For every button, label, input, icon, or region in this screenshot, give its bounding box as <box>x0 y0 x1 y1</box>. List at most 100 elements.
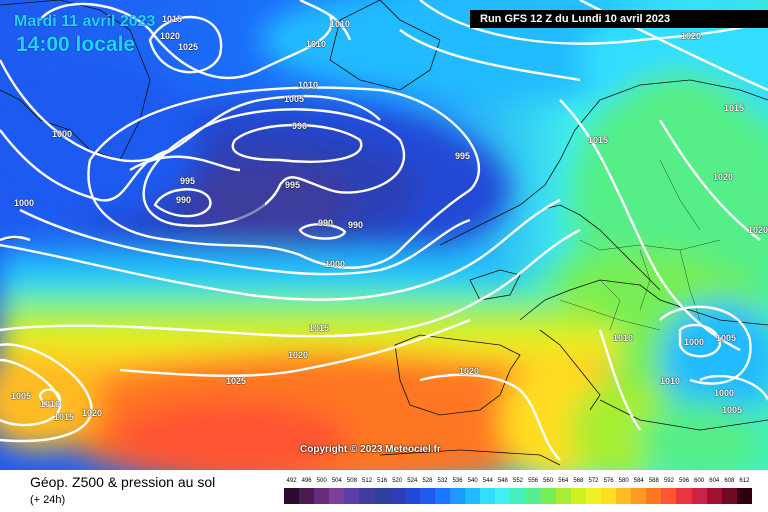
copyright: Copyright © 2023 Meteociel.fr <box>300 444 441 455</box>
isobar-label: 1010 <box>298 80 319 90</box>
scale-swatch <box>480 488 496 504</box>
forecast-date: Mardi 11 avril 2023 <box>14 13 156 30</box>
isobar-label: 1015 <box>54 412 75 422</box>
scale-labels: 492 496 500 504 508 512 516 520 524 528 532 536 540 5… <box>284 478 752 487</box>
scale-swatch <box>359 488 375 504</box>
isobar-label: 990 <box>292 121 308 131</box>
scale-label: 604 <box>709 478 720 484</box>
scale-swatch <box>465 488 481 504</box>
geopotential-fill <box>0 0 768 470</box>
isobar-label: 1010 <box>40 399 61 409</box>
scale-swatch <box>314 488 330 504</box>
scale-label: 584 <box>633 478 644 484</box>
isobar-label: 1000 <box>14 198 35 208</box>
scale-swatch <box>570 488 586 504</box>
scale-label: 492 <box>286 478 297 484</box>
isobar-label: 1025 <box>226 376 247 386</box>
scale-label: 592 <box>663 478 674 484</box>
scale-label: 608 <box>724 478 735 484</box>
scale-swatch <box>525 488 541 504</box>
isobar-label: 1005 <box>716 333 737 343</box>
scale-swatch <box>706 488 722 504</box>
isobar-label: 1025 <box>178 42 199 52</box>
scale-label: 504 <box>331 478 342 484</box>
scale-label: 576 <box>603 478 614 484</box>
scale-swatch <box>434 488 451 504</box>
scale-swatch <box>374 488 390 504</box>
scale-label: 600 <box>694 478 705 484</box>
isobars <box>0 0 768 460</box>
isobar-label: 995 <box>285 180 301 190</box>
isobar-label: 1010 <box>613 333 634 343</box>
isobar-label: 1015 <box>309 323 330 333</box>
coastlines <box>0 0 768 466</box>
scale-label: 560 <box>543 478 554 484</box>
isobar-label: 1015 <box>162 14 183 24</box>
scale-label: 552 <box>512 478 523 484</box>
scale-label: 520 <box>392 478 403 484</box>
weather-map <box>0 0 768 470</box>
scale-label: 516 <box>377 478 388 484</box>
scale-swatch <box>299 488 315 504</box>
borders <box>559 159 721 331</box>
isobar-label: 1020 <box>713 172 734 182</box>
scale-swatch <box>344 488 360 504</box>
isobar-label: 1005 <box>11 391 32 401</box>
scale-label: 580 <box>618 478 629 484</box>
scale-label: 544 <box>482 478 493 484</box>
isobar-label: 995 <box>455 151 471 161</box>
scale-bar <box>284 488 752 504</box>
isobar-label: 990 <box>348 220 364 230</box>
isobar-label: 1005 <box>284 94 305 104</box>
scale-swatch <box>419 488 435 504</box>
isobar-label: 990 <box>318 218 334 228</box>
scale-label: 612 <box>739 478 750 484</box>
scale-swatch <box>676 488 692 504</box>
isobar-label: 1020 <box>459 366 480 376</box>
scale-swatch <box>329 488 345 504</box>
scale-swatch <box>510 488 526 504</box>
isobar-label: 1000 <box>52 129 73 139</box>
scale-label: 508 <box>346 478 357 484</box>
scale-label: 572 <box>588 478 599 484</box>
isobar-label: 1015 <box>588 135 609 145</box>
scale-label: 588 <box>648 478 659 484</box>
isobar-label: 1010 <box>660 376 681 386</box>
footer-title: Géop. Z500 & pression au sol <box>30 474 216 490</box>
scale-swatch <box>691 488 707 504</box>
scale-swatch <box>736 488 752 504</box>
isobar-label: 1020 <box>288 350 309 360</box>
scale-label: 596 <box>679 478 690 484</box>
isobar-label: 1000 <box>325 259 346 269</box>
scale-swatch <box>631 488 647 504</box>
scale-swatch <box>450 488 466 504</box>
scale-label: 548 <box>497 478 508 484</box>
footer-subtitle: (+ 24h) <box>30 494 66 506</box>
scale-label: 524 <box>407 478 418 484</box>
forecast-time: 14:00 locale <box>16 33 136 56</box>
scale-swatch <box>555 488 571 504</box>
scale-swatch <box>404 488 420 504</box>
isobar-label: 1000 <box>684 337 705 347</box>
isobar-label: 1020 <box>82 408 103 418</box>
scale-swatch <box>646 488 662 504</box>
scale-label: 556 <box>528 478 539 484</box>
scale-swatch <box>540 488 556 504</box>
isobar-label: 1020 <box>160 31 181 41</box>
scale-label: 496 <box>301 478 312 484</box>
scale-label: 536 <box>452 478 463 484</box>
scale-label: 528 <box>422 478 433 484</box>
run-info: Run GFS 12 Z du Lundi 10 avril 2023 <box>470 10 768 28</box>
scale-swatch <box>721 488 737 504</box>
isobar-label: 1015 <box>724 103 745 113</box>
isobar-label: 1000 <box>714 388 735 398</box>
scale-label: 540 <box>467 478 478 484</box>
isobar-label: 1020 <box>681 31 702 41</box>
scale-label: 564 <box>558 478 569 484</box>
scale-label: 568 <box>573 478 584 484</box>
scale-swatch <box>389 488 405 504</box>
isobar-label: 1005 <box>722 405 743 415</box>
deep-low-patch <box>225 180 265 220</box>
scale-swatch <box>600 488 617 504</box>
isobar-label: 1020 <box>748 225 768 235</box>
